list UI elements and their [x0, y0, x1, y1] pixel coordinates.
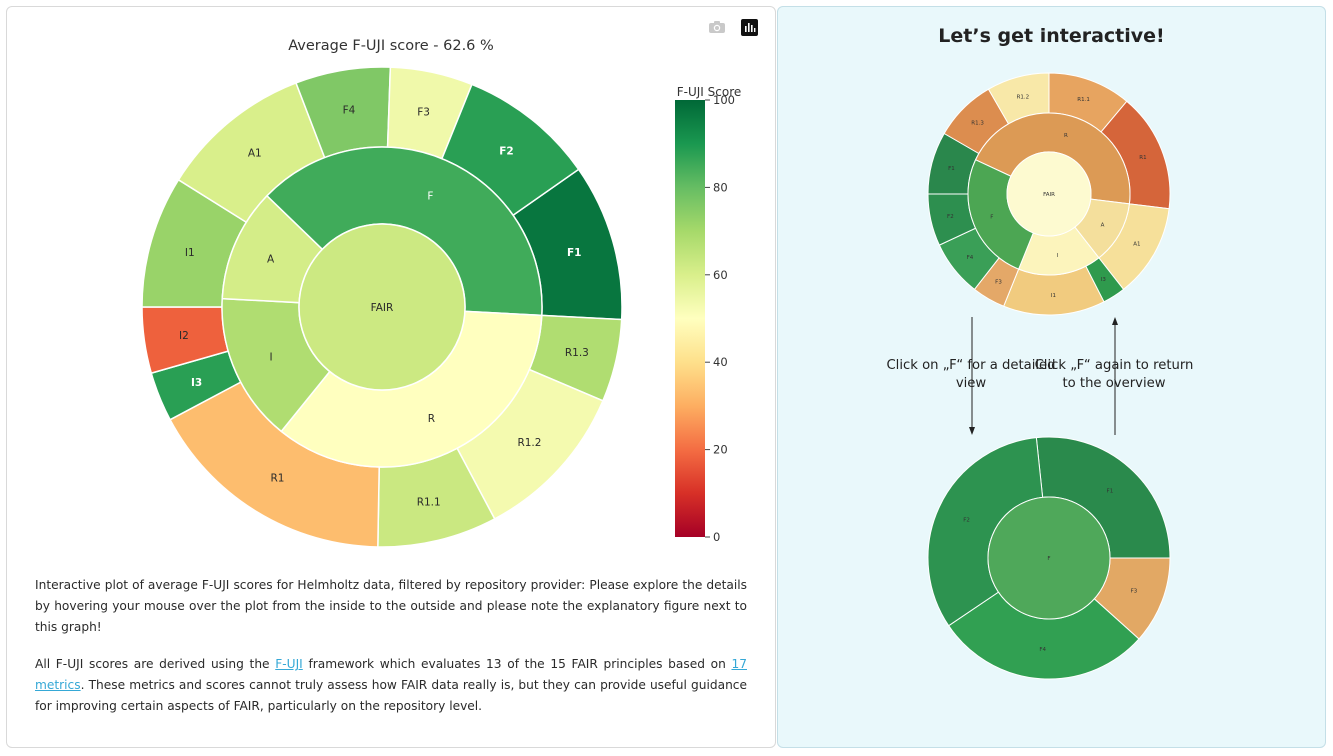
- outer-ring: F1 R1.3 R1.2 R1.1 R1 I3 I2 I1 A1 F4 F3 F2: [141, 66, 623, 548]
- label-f: F: [427, 191, 433, 203]
- chart-modebar: [707, 17, 759, 37]
- plotly-logo-icon[interactable]: [739, 17, 759, 37]
- colorbar-tick-label-100: 100: [713, 93, 735, 107]
- note-text-3: . These metrics and scores cannot truly …: [35, 678, 747, 713]
- overview-label-i3: I3: [1101, 277, 1107, 283]
- overview-label-f1: F1: [948, 166, 955, 172]
- detail-label-root: F: [1047, 556, 1050, 562]
- inner-ring: F R I A: [221, 146, 543, 468]
- camera-icon[interactable]: [707, 17, 727, 37]
- overview-label-f3: F3: [995, 279, 1002, 285]
- label-a1: A1: [248, 148, 262, 160]
- label-i3: I3: [191, 377, 202, 389]
- overview-label-r1-2: R1.2: [1017, 94, 1030, 100]
- arrows: [969, 317, 1118, 435]
- label-a: A: [267, 254, 275, 266]
- down-arrow-head: [969, 427, 975, 435]
- explainer-title: Let’s get interactive!: [938, 25, 1165, 47]
- overview-label-r1-1: R1.1: [1077, 97, 1090, 103]
- detail-sunburst: F1 F3 F4 F2 F: [927, 436, 1171, 680]
- main-chart-panel: Average F-UJI score - 62.6 % F1 R1.3 R1.2 R1…: [6, 6, 776, 748]
- label-f4: F4: [343, 105, 356, 117]
- label-f1: F1: [567, 247, 581, 259]
- label-r1: R1: [271, 473, 285, 485]
- fuji-link[interactable]: F-UJI: [275, 657, 303, 671]
- label-r1-1: R1.1: [417, 496, 441, 508]
- note-text-2: framework which evaluates 13 of the 15 F…: [302, 657, 732, 671]
- overview-label-f2: F2: [947, 214, 954, 220]
- chart-title: Average F-UJI score - 62.6 %: [288, 38, 494, 54]
- note-click-f-again: Click „F“ again to return to the overvie…: [1034, 358, 1194, 391]
- fuji-sunburst-chart[interactable]: Average F-UJI score - 62.6 %F1R1.3R1.2R1…: [7, 7, 776, 567]
- detail-label-f4: F4: [1039, 647, 1046, 653]
- up-arrow-head: [1112, 317, 1118, 325]
- colorbar-title: F-UJI Score: [677, 85, 742, 99]
- overview-segment-root: [1006, 151, 1092, 237]
- overview-label-r1-3: R1.3: [971, 121, 984, 127]
- colorbar-tick-label-40: 40: [713, 355, 728, 369]
- segment-fair-root[interactable]: [298, 223, 466, 391]
- note-click-f: Click on „F“ for a detailed view: [886, 358, 1056, 391]
- overview-label-root: FAIR: [1043, 192, 1055, 198]
- label-i2: I2: [179, 330, 189, 342]
- overview-label-a: A: [1101, 222, 1105, 228]
- overview-label-f4: F4: [967, 255, 974, 261]
- metrics-link[interactable]: 17 metrics: [35, 657, 747, 692]
- overview-sunburst: R1.1 R1 A1 I3 I1 F3 F4 F2 F1 R1.3 R1.2 R A I F FAIR: [927, 72, 1171, 316]
- framework-note: All F-UJI scores are derived using the F…: [35, 654, 747, 717]
- detail-label-f3: F3: [1131, 589, 1138, 595]
- label-r: R: [428, 413, 435, 425]
- colorbar-tick-label-20: 20: [713, 443, 728, 457]
- label-i: I: [269, 351, 272, 363]
- overview-label-i1: I1: [1051, 293, 1056, 299]
- label-f3: F3: [417, 106, 430, 118]
- explainer-panel: Let’s get interactive! R1.1 R1 A1 I3 I1 F3 F4 F…: [777, 6, 1326, 748]
- detail-label-f1: F1: [1107, 488, 1114, 494]
- label-r1-3: R1.3: [565, 347, 589, 359]
- overview-label-f: F: [990, 215, 993, 221]
- label-i1: I1: [185, 247, 195, 259]
- overview-outer-ring: R1.1 R1 A1 I3 I1 F3 F4 F2 F1 R1.3 R1.2: [927, 72, 1171, 316]
- chart-description: Interactive plot of average F-UJI scores…: [35, 578, 747, 634]
- label-fair-root: FAIR: [371, 302, 394, 314]
- label-r1-2: R1.2: [517, 437, 541, 449]
- overview-label-a1: A1: [1133, 242, 1140, 248]
- colorbar-tick-label-80: 80: [713, 180, 728, 194]
- colorbar-tick-label-0: 0: [713, 530, 720, 544]
- detail-segment-root: [987, 496, 1111, 620]
- note-text-1: All F-UJI scores are derived using the: [35, 657, 276, 671]
- overview-label-r: R: [1064, 133, 1068, 139]
- colorbar-tick-label-60: 60: [713, 268, 728, 282]
- overview-label-i: I: [1057, 253, 1059, 259]
- colorbar-gradient: [675, 100, 705, 537]
- detail-label-f2: F2: [963, 518, 970, 524]
- detail-outer-ring: F1 F3 F4 F2: [927, 436, 1171, 680]
- label-f2: F2: [499, 145, 513, 157]
- overview-label-r1: R1: [1139, 155, 1146, 161]
